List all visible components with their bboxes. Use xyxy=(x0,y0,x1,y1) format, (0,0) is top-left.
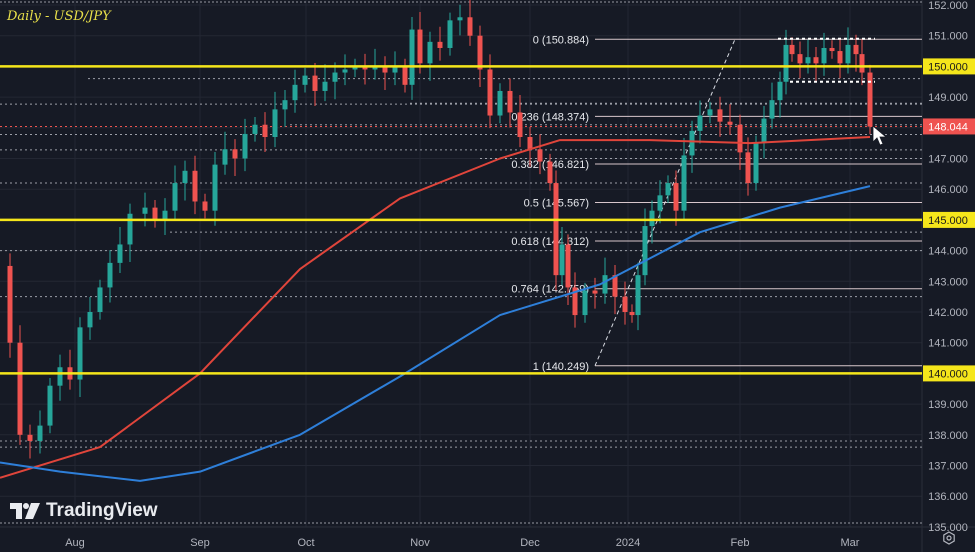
tradingview-logo-text: TradingView xyxy=(46,500,158,521)
fib-label: 1 (140.249) xyxy=(533,361,589,373)
fib-label: 0.618 (144.312) xyxy=(511,236,589,248)
time-tick: Nov xyxy=(410,537,430,549)
price-tick: 145.000 xyxy=(928,215,968,227)
price-tick: 144.000 xyxy=(928,246,968,258)
moving-average-red xyxy=(0,136,871,479)
price-tick: 152.000 xyxy=(928,0,968,12)
moving-average-blue xyxy=(0,185,871,482)
candles xyxy=(7,0,873,459)
fib-label: 0 (150.884) xyxy=(533,34,589,46)
time-tick: Feb xyxy=(731,537,750,549)
fibonacci-retracement: 0 (150.884)0.236 (148.374)0.382 (146.821… xyxy=(511,34,922,373)
price-tick: 142.000 xyxy=(928,307,968,319)
price-tick: 141.000 xyxy=(928,338,968,350)
price-tick: 149.000 xyxy=(928,92,968,104)
price-tick: 135.000 xyxy=(928,522,968,534)
price-tick: 136.000 xyxy=(928,491,968,503)
price-tick: 147.000 xyxy=(928,154,968,166)
time-tick: Mar xyxy=(841,537,860,549)
price-tick: 150.000 xyxy=(928,61,968,73)
time-tick: Dec xyxy=(520,537,540,549)
time-tick: Aug xyxy=(65,537,85,549)
chart-title: Daily - USD/JPY xyxy=(7,9,111,24)
price-tick: 139.000 xyxy=(928,399,968,411)
last-price-badge xyxy=(923,118,975,135)
price-axis: 152.000151.000150.000149.000148.000147.0… xyxy=(923,0,975,534)
price-tick: 151.000 xyxy=(928,31,968,43)
tradingview-logo: TradingView xyxy=(10,500,158,522)
time-axis: Aug Sep Oct Nov Dec 2024 Feb Mar xyxy=(65,537,860,549)
price-tick: 137.000 xyxy=(928,461,968,473)
time-tick: 2024 xyxy=(616,537,640,549)
price-tick: 146.000 xyxy=(928,184,968,196)
svg-text:148.044: 148.044 xyxy=(928,121,968,133)
settings-icon[interactable] xyxy=(942,531,956,545)
price-tick: 143.000 xyxy=(928,276,968,288)
time-tick: Sep xyxy=(190,537,210,549)
price-tick: 138.000 xyxy=(928,430,968,442)
time-tick: Oct xyxy=(297,537,314,549)
price-tick: 140.000 xyxy=(928,368,968,380)
tradingview-logo-icon xyxy=(10,503,40,519)
fib-label: 0.236 (148.374) xyxy=(511,111,589,123)
cursor-icon xyxy=(872,125,888,146)
